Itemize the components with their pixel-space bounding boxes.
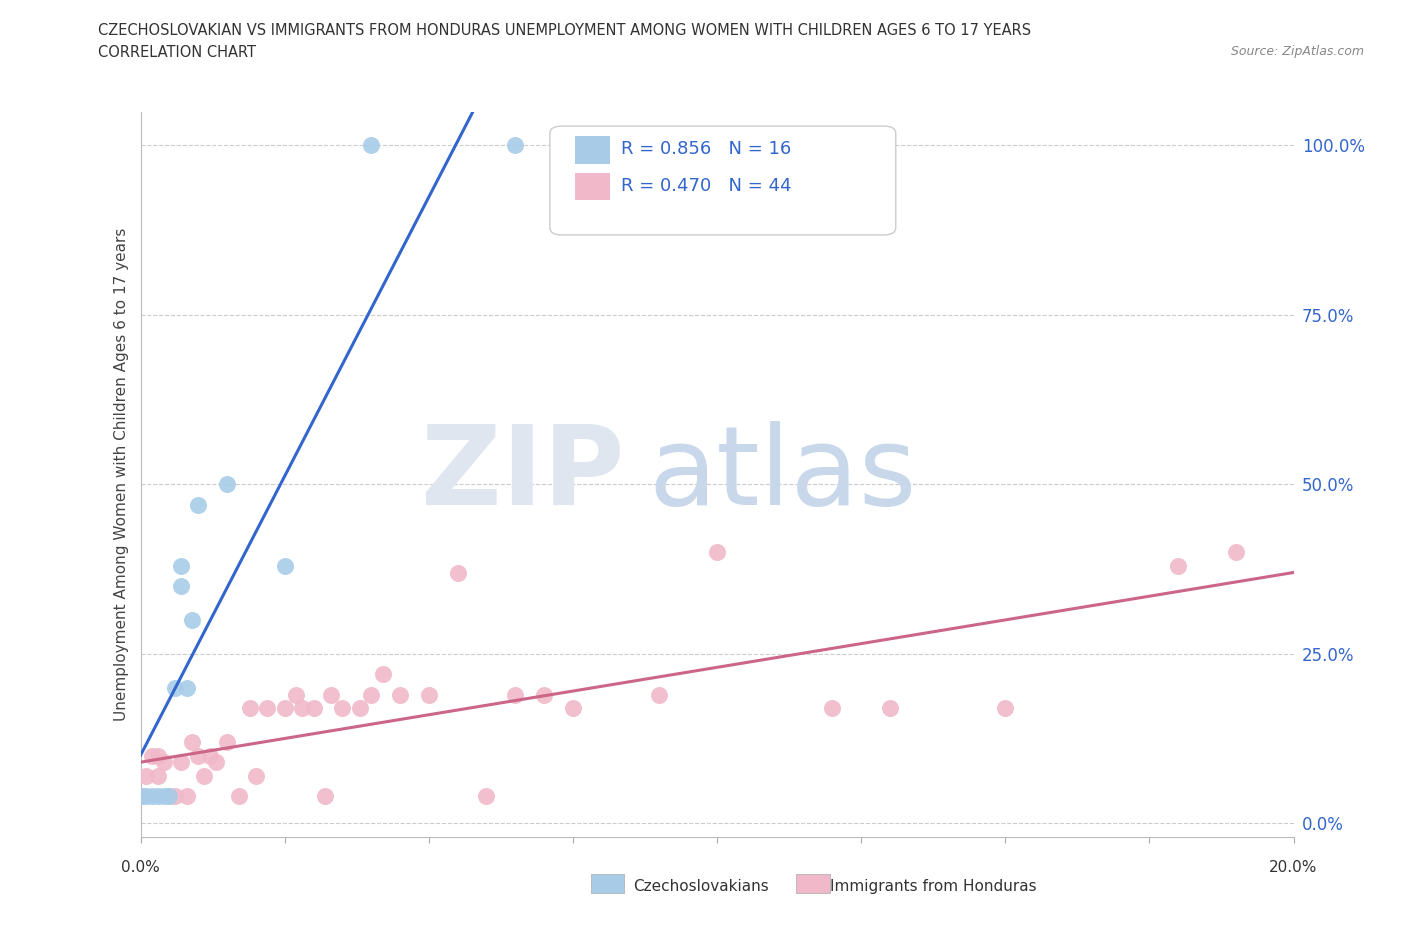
Point [1167, 558, 1189, 573]
Point [319, 687, 342, 702]
Point [418, 687, 440, 702]
Point [170, 755, 193, 770]
Point [181, 613, 204, 628]
Point [706, 545, 728, 560]
Point [648, 687, 671, 702]
Point [503, 138, 526, 153]
Y-axis label: Unemployment Among Women with Children Ages 6 to 17 years: Unemployment Among Women with Children A… [114, 228, 129, 721]
Point [135, 789, 157, 804]
Text: 20.0%: 20.0% [1270, 860, 1317, 875]
Text: CORRELATION CHART: CORRELATION CHART [98, 45, 256, 60]
Text: atlas: atlas [648, 420, 917, 528]
Point [360, 138, 382, 153]
Point [193, 768, 215, 783]
Point [159, 789, 180, 804]
Point [371, 667, 394, 682]
Point [245, 768, 267, 783]
Point [314, 789, 336, 804]
Point [152, 789, 174, 804]
Point [994, 700, 1017, 715]
Point [165, 789, 187, 804]
Text: Immigrants from Honduras: Immigrants from Honduras [830, 879, 1036, 894]
Point [141, 749, 163, 764]
Point [332, 700, 354, 715]
Point [141, 789, 163, 804]
Text: Czechoslovakians: Czechoslovakians [633, 879, 769, 894]
Text: 0.0%: 0.0% [121, 860, 160, 875]
Point [170, 558, 193, 573]
Text: R = 0.856   N = 16: R = 0.856 N = 16 [621, 140, 792, 158]
Bar [575, 137, 610, 164]
Point [135, 768, 157, 783]
Text: ZIP: ZIP [422, 420, 624, 528]
Point [360, 687, 382, 702]
Point [475, 789, 498, 804]
Point [181, 735, 204, 750]
Point [562, 700, 585, 715]
Point [204, 755, 226, 770]
Text: CZECHOSLOVAKIAN VS IMMIGRANTS FROM HONDURAS UNEMPLOYMENT AMONG WOMEN WITH CHILDR: CZECHOSLOVAKIAN VS IMMIGRANTS FROM HONDU… [98, 23, 1032, 38]
Point [291, 700, 314, 715]
Point [821, 700, 844, 715]
Point [129, 789, 152, 804]
Point [146, 768, 169, 783]
Point [217, 735, 239, 750]
Point [274, 700, 297, 715]
Point [176, 789, 198, 804]
Point [879, 700, 901, 715]
Point [198, 749, 221, 764]
FancyBboxPatch shape [550, 126, 896, 235]
Point [159, 789, 180, 804]
Point [228, 789, 250, 804]
Bar [575, 173, 610, 200]
Point [1225, 545, 1247, 560]
Point [170, 578, 193, 593]
Point [302, 700, 325, 715]
Point [447, 565, 470, 580]
Point [146, 789, 169, 804]
Point [217, 477, 239, 492]
Point [239, 700, 262, 715]
Point [274, 558, 297, 573]
Point [165, 681, 187, 696]
Point [146, 749, 169, 764]
Point [129, 789, 152, 804]
Point [533, 687, 555, 702]
Point [256, 700, 278, 715]
Point [176, 681, 198, 696]
Point [187, 749, 209, 764]
Point [349, 700, 371, 715]
Point [388, 687, 411, 702]
Point [187, 498, 209, 512]
Point [285, 687, 308, 702]
Text: Source: ZipAtlas.com: Source: ZipAtlas.com [1230, 45, 1364, 58]
Text: R = 0.470   N = 44: R = 0.470 N = 44 [621, 177, 792, 194]
Point [152, 755, 174, 770]
Point [503, 687, 526, 702]
